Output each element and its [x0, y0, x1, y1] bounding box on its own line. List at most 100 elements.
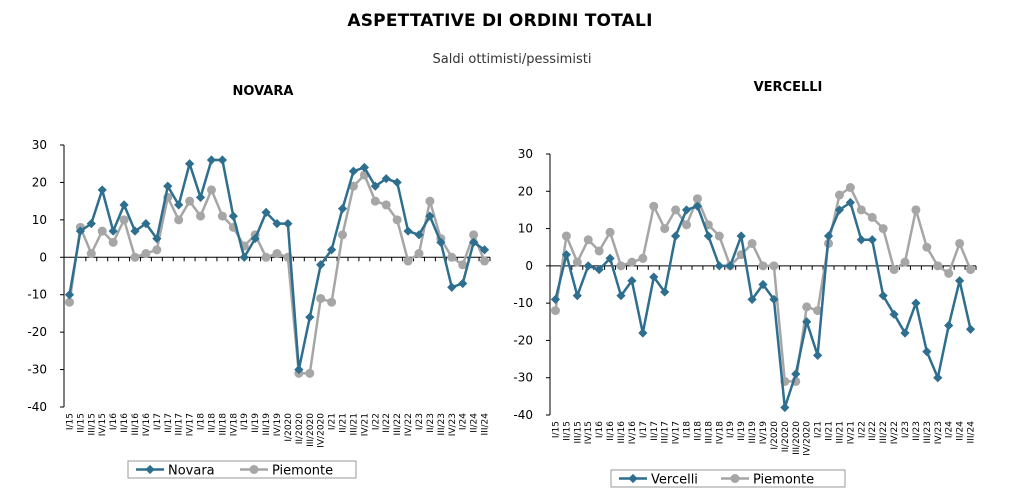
data-point: [561, 231, 571, 241]
y-tick-label: -10: [513, 296, 533, 310]
data-point: [469, 237, 479, 247]
data-point: [627, 257, 637, 267]
y-tick-label: 20: [32, 175, 47, 189]
data-point: [348, 166, 359, 176]
data-point: [649, 201, 659, 211]
x-tick-label: I/15: [65, 413, 75, 430]
x-tick-label: I/23: [901, 421, 911, 438]
data-point: [469, 230, 479, 240]
data-point: [714, 261, 724, 271]
x-tick-label: IV/17: [186, 413, 196, 436]
x-tick-label: II/19: [737, 421, 747, 441]
data-point: [834, 205, 845, 215]
data-point: [769, 261, 779, 271]
data-point: [933, 261, 943, 271]
data-point: [97, 226, 107, 236]
data-point: [583, 261, 593, 271]
series-line-novara: [68, 158, 486, 371]
data-point: [911, 298, 921, 308]
data-point: [813, 350, 823, 360]
x-tick-label: IV/22: [404, 413, 414, 436]
x-tick-label: III/16: [617, 421, 627, 444]
x-tick-label: IV/18: [715, 421, 725, 445]
x-tick-label: III/24: [967, 421, 977, 444]
data-point: [370, 196, 380, 206]
y-tick-label: 0: [39, 250, 47, 264]
x-tick-label: III/15: [87, 413, 97, 435]
data-point: [348, 181, 358, 191]
x-tick-label: I/23: [415, 413, 425, 430]
data-point: [638, 253, 648, 263]
data-point: [583, 235, 593, 245]
x-tick-label: II/15: [76, 413, 86, 433]
series-line-piemonte: [68, 173, 486, 375]
data-point: [955, 238, 965, 248]
data-point: [878, 291, 888, 301]
x-tick-label: II/24: [470, 413, 480, 433]
data-point: [261, 252, 271, 262]
data-point: [359, 162, 369, 173]
x-tick-label: II/2020: [295, 413, 305, 445]
x-tick-label: I/21: [814, 421, 824, 438]
x-tick-label: IV/16: [142, 413, 152, 437]
data-point: [856, 205, 866, 215]
data-point: [692, 201, 703, 211]
y-tick-label: -20: [513, 333, 533, 347]
data-point: [403, 226, 413, 236]
data-point: [130, 226, 140, 236]
data-point: [305, 368, 315, 378]
data-point: [381, 200, 391, 210]
data-point: [261, 207, 271, 217]
data-point: [479, 245, 490, 255]
data-point: [392, 215, 402, 225]
data-point: [867, 212, 877, 222]
x-tick-label: III/15: [573, 421, 583, 443]
legend-marker: [730, 474, 740, 483]
data-point: [845, 183, 855, 193]
x-tick-label: IV/23: [448, 413, 458, 436]
x-tick-label: III/19: [748, 421, 758, 444]
data-point: [185, 196, 195, 206]
data-point: [594, 246, 604, 256]
data-point: [163, 181, 173, 191]
x-tick-label: II/15: [562, 421, 572, 441]
data-point: [75, 226, 85, 236]
data-point: [802, 302, 812, 312]
data-point: [119, 215, 129, 225]
x-tick-label: III/22: [879, 421, 889, 443]
data-point: [370, 181, 380, 191]
x-tick-label: I/22: [857, 421, 867, 438]
x-tick-label: III/21: [349, 413, 359, 435]
data-point: [966, 265, 976, 275]
y-tick-label: -20: [27, 325, 47, 339]
legend-marker: [249, 465, 259, 474]
y-tick-label: 30: [32, 138, 47, 152]
data-point: [458, 278, 468, 289]
x-tick-label: III/24: [481, 413, 491, 436]
data-point: [791, 369, 801, 379]
x-tick-label: II/16: [120, 413, 130, 433]
x-tick-label: II/16: [606, 421, 616, 441]
data-point: [141, 219, 151, 229]
data-point: [802, 317, 812, 327]
x-tick-label: III/17: [175, 413, 185, 435]
data-point: [878, 224, 888, 234]
x-tick-label: I/18: [683, 421, 693, 438]
data-point: [965, 324, 976, 334]
x-tick-label: II/23: [912, 421, 922, 441]
data-point: [447, 252, 457, 262]
data-point: [900, 328, 910, 338]
x-tick-label: IV/2020: [803, 421, 813, 456]
data-point: [86, 249, 96, 259]
x-tick-label: IV/2020: [317, 413, 327, 448]
x-tick-label: IV/19: [273, 413, 283, 437]
x-tick-label: I/19: [240, 413, 250, 430]
y-tick-label: 30: [518, 147, 533, 161]
data-point: [867, 235, 877, 245]
y-tick-label: -10: [27, 288, 47, 302]
x-tick-label: III/21: [835, 421, 845, 443]
x-tick-label: II/17: [164, 413, 174, 433]
data-point: [403, 256, 413, 266]
data-point: [758, 279, 768, 290]
chart-title: VERCELLI: [754, 80, 823, 95]
